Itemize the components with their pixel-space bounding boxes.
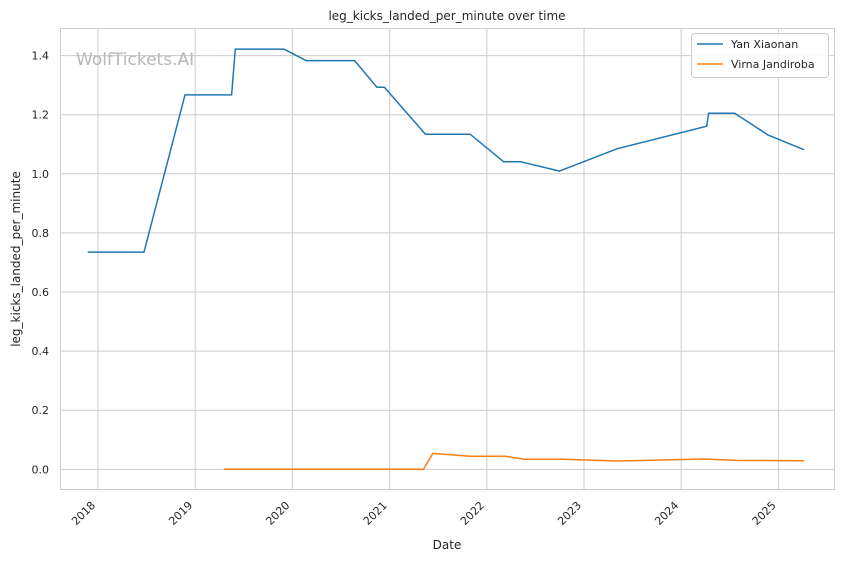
data-point-virna-jandiroba — [469, 455, 471, 457]
data-point-yan-xiaonan — [767, 134, 769, 136]
y-tick-label: 0.8 — [32, 227, 50, 240]
data-point-virna-jandiroba — [702, 458, 704, 460]
y-tick-labels: 0.0 0.2 0.4 0.6 0.8 1.0 1.2 1.4 — [32, 50, 50, 477]
data-point-yan-xiaonan — [519, 161, 522, 163]
data-point-virna-jandiroba — [735, 459, 738, 461]
data-point-virna-jandiroba — [803, 460, 805, 462]
data-point-yan-xiaonan — [616, 148, 618, 150]
y-tick-label: 1.2 — [32, 109, 50, 122]
data-point-virna-jandiroba — [523, 458, 525, 460]
y-tick-label: 1.0 — [32, 168, 50, 181]
y-tick-label: 1.4 — [32, 50, 50, 63]
data-point-virna-jandiroba — [223, 468, 225, 470]
data-point-yan-xiaonan — [383, 86, 385, 88]
data-point-yan-xiaonan — [305, 60, 307, 62]
data-point-yan-xiaonan — [469, 133, 471, 135]
data-point-yan-xiaonan — [803, 149, 805, 151]
y-tick-label: 0.2 — [32, 404, 50, 417]
data-point-yan-xiaonan — [376, 86, 378, 88]
data-point-yan-xiaonan — [234, 48, 236, 50]
data-point-yan-xiaonan — [424, 133, 426, 135]
data-point-yan-xiaonan — [283, 48, 285, 50]
y-axis-label: leg_kicks_landed_per_minute — [9, 171, 23, 347]
legend: Yan Xiaonan Virna Jandiroba — [691, 33, 829, 78]
data-point-yan-xiaonan — [734, 112, 736, 114]
data-point-virna-jandiroba — [504, 455, 507, 457]
grid — [61, 29, 835, 490]
data-point-virna-jandiroba — [616, 460, 618, 462]
y-tick-label: 0.6 — [32, 286, 50, 299]
data-point-virna-jandiroba — [562, 458, 564, 460]
y-tick-label: 0.4 — [32, 345, 50, 358]
data-point-yan-xiaonan — [354, 60, 356, 62]
plot-area-frame — [60, 28, 835, 490]
data-point-yan-xiaonan — [503, 161, 505, 163]
legend-label-yan-xiaonan: Yan Xiaonan — [730, 38, 798, 51]
x-axis-label: Date — [433, 538, 462, 552]
legend-box — [691, 33, 829, 78]
data-point-yan-xiaonan — [143, 251, 145, 253]
watermark: WolfTickets.AI — [76, 50, 194, 70]
data-point-yan-xiaonan — [184, 94, 186, 96]
chart-title: leg_kicks_landed_per_minute over time — [328, 9, 565, 23]
y-tick-label: 0.0 — [32, 463, 50, 476]
data-point-yan-xiaonan — [708, 112, 710, 114]
legend-label-virna-jandiroba: Virna Jandiroba — [731, 58, 815, 71]
data-point-yan-xiaonan — [231, 94, 233, 96]
data-point-virna-jandiroba — [432, 452, 434, 454]
data-point-virna-jandiroba — [422, 468, 425, 470]
data-point-yan-xiaonan — [87, 251, 89, 253]
data-point-yan-xiaonan — [558, 170, 561, 172]
data-point-yan-xiaonan — [706, 125, 708, 127]
series-layer — [87, 48, 805, 471]
